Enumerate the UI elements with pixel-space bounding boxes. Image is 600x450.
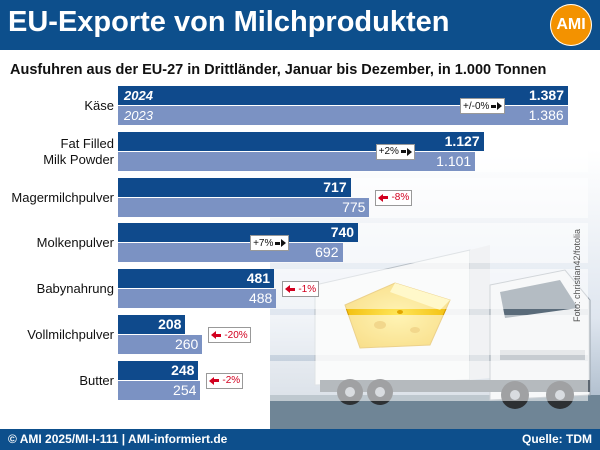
- legend-label-2023: 2023: [124, 108, 153, 123]
- value-label-2024: 1.387: [528, 87, 564, 103]
- bar-2023: [118, 289, 277, 309]
- change-badge: -2%: [206, 372, 244, 389]
- footer-bar: © AMI 2025/MI-I-111 | AMI-informiert.de …: [0, 429, 600, 450]
- header-bar: EU-Exporte von Milchprodukten AMI: [0, 0, 600, 50]
- change-badge: +7%: [250, 235, 290, 252]
- change-badge: -20%: [208, 327, 251, 343]
- category-label: Vollmilchpulver: [27, 327, 114, 342]
- value-label-2023: 775: [342, 198, 366, 215]
- change-value: +7%: [253, 237, 274, 249]
- bar-2024: [118, 177, 351, 197]
- bar-2024: [118, 315, 186, 334]
- category-label: Käse: [84, 98, 114, 113]
- photo-credit: Foto: christian42/fotolia: [572, 228, 582, 322]
- change-badge: -8%: [375, 189, 413, 206]
- bar-2023: [118, 380, 201, 400]
- arrow-right-icon: [275, 241, 281, 245]
- page-title: EU-Exporte von Milchprodukten: [8, 6, 450, 38]
- arrow-left-stem-icon: [216, 333, 222, 337]
- arrow-right-head-icon: [406, 147, 412, 156]
- bar-2024: [118, 360, 199, 380]
- category-label: Molkenpulver: [36, 235, 114, 251]
- ami-logo: AMI: [550, 4, 592, 46]
- category-label: Butter: [79, 372, 114, 388]
- change-value: -20%: [224, 329, 248, 341]
- category-label: Fat Filled Milk Powder: [43, 135, 114, 167]
- change-value: -1%: [298, 283, 317, 295]
- value-label-2024: 481: [246, 270, 271, 287]
- change-value: +2%: [378, 146, 399, 158]
- arrow-right-head-icon: [497, 102, 503, 110]
- category-label: Magermilchpulver: [11, 189, 114, 205]
- value-label-2024: 208: [158, 316, 182, 332]
- value-label-2024: 740: [330, 224, 355, 241]
- value-label-2024: 1.127: [444, 132, 480, 149]
- bar-2024: [118, 223, 359, 243]
- row-background: [8, 360, 588, 401]
- chart-subtitle: Ausfuhren aus der EU-27 in Drittländer, …: [10, 62, 547, 78]
- value-label-2024: 248: [171, 361, 195, 378]
- bar-2023: [118, 197, 370, 217]
- footer-source: Quelle: TDM: [521, 432, 592, 446]
- category-label: Babynahrung: [36, 281, 114, 297]
- arrow-left-stem-icon: [214, 379, 220, 383]
- change-badge: +/-0%: [460, 98, 506, 114]
- change-value: -8%: [391, 192, 410, 204]
- value-label-2023: 692: [315, 244, 339, 261]
- arrow-right-icon: [400, 150, 406, 154]
- change-badge: -1%: [282, 281, 320, 298]
- change-badge: +2%: [375, 143, 415, 160]
- change-value: +/-0%: [463, 100, 490, 112]
- arrow-left-icon: [211, 331, 217, 339]
- legend-label-2024: 2024: [124, 88, 153, 103]
- arrow-left-icon: [378, 193, 384, 202]
- row-background: [8, 315, 588, 355]
- value-label-2023: 1.386: [528, 107, 564, 123]
- arrow-left-icon: [285, 285, 291, 294]
- bar-2023: [118, 335, 203, 354]
- arrow-left-stem-icon: [383, 196, 389, 200]
- value-label-2023: 254: [173, 381, 197, 398]
- arrow-left-icon: [209, 376, 215, 385]
- value-label-2024: 717: [323, 178, 347, 195]
- value-label-2023: 488: [248, 290, 273, 307]
- bar-2024: [118, 269, 275, 289]
- arrow-right-head-icon: [281, 239, 287, 248]
- value-label-2023: 1.101: [436, 152, 472, 169]
- change-value: -2%: [222, 375, 241, 387]
- bar-2023: [118, 106, 568, 125]
- arrow-left-stem-icon: [290, 287, 296, 291]
- footer-copyright: © AMI 2025/MI-I-111 | AMI-informiert.de: [8, 432, 228, 446]
- arrow-right-icon: [491, 104, 497, 108]
- value-label-2023: 260: [174, 336, 199, 352]
- bar-2024: [118, 86, 568, 105]
